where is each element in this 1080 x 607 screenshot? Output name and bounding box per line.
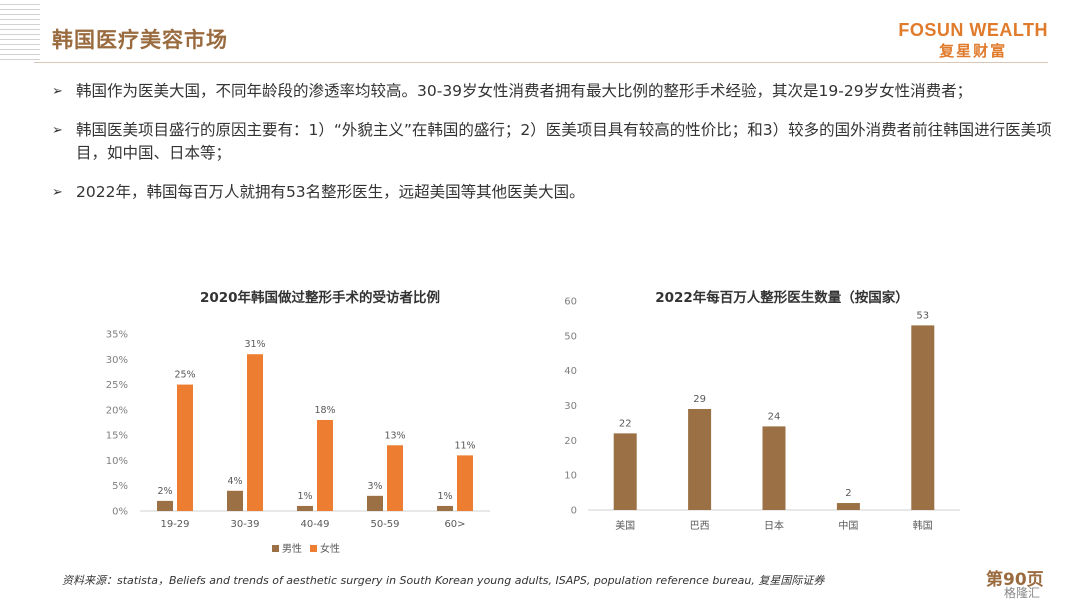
y-tick-label: 0 [571, 506, 577, 517]
y-tick-label: 10 [564, 471, 577, 482]
x-tick-label: 30-39 [230, 519, 259, 530]
bar [762, 426, 786, 510]
legend-swatch [310, 545, 317, 552]
bar [177, 384, 193, 511]
x-tick-label: 韩国 [913, 519, 933, 532]
bar [227, 490, 243, 511]
y-tick-label: 25% [106, 380, 128, 391]
bar [317, 419, 333, 511]
chart-title: 2020年韩国做过整形手术的受访者比例 [200, 289, 440, 306]
arrow-icon: ➢ [52, 123, 63, 138]
data-label: 13% [384, 430, 405, 441]
y-tick-label: 10% [106, 456, 128, 467]
respondent-ratio-chart: 2020年韩国做过整形手术的受访者比例 0% 5% 10% 15% 20% 25% 30% 35… [106, 289, 490, 555]
data-label: 31% [244, 339, 265, 350]
y-tick-label: 5% [112, 481, 128, 492]
bullet-list: ➢ 韩国作为医美大国，不同年龄段的渗透率均较高。30-39岁女性消费者拥有最大比… [52, 80, 1052, 220]
bar [911, 325, 935, 510]
data-label: 25% [174, 370, 195, 381]
data-label: 4% [227, 476, 242, 487]
x-tick-label: 中国 [838, 519, 858, 532]
data-label: 29 [693, 394, 706, 405]
x-tick-label: 日本 [764, 519, 784, 532]
data-label: 2 [845, 488, 851, 499]
data-label: 1% [437, 491, 452, 502]
brand-logo: FOSUN WEALTH 复星财富 [898, 20, 1048, 61]
bar [247, 354, 263, 511]
header-divider [34, 62, 1048, 63]
data-label: 24 [768, 411, 781, 422]
bullet-text: 2022年，韩国每百万人就拥有53名整形医生，远超美国等其他医美大国。 [76, 183, 585, 201]
logo-chinese: 复星财富 [939, 42, 1008, 60]
bullet-text: 韩国作为医美大国，不同年龄段的渗透率均较高。30-39岁女性消费者拥有最大比例的… [76, 82, 973, 100]
page-title: 韩国医疗美容市场 [52, 28, 228, 52]
x-tick-label: 50-59 [370, 519, 399, 530]
bar [367, 495, 383, 511]
y-tick-label: 20% [106, 405, 128, 416]
y-tick-label: 15% [106, 431, 128, 442]
bar [297, 505, 313, 511]
bar [457, 455, 473, 511]
y-tick-label: 20 [564, 436, 577, 447]
data-label: 3% [367, 481, 382, 492]
x-tick-label: 巴西 [690, 520, 710, 532]
bullet-item: ➢ 2022年，韩国每百万人就拥有53名整形医生，远超美国等其他医美大国。 [52, 181, 1052, 204]
y-tick-label: 0% [112, 507, 128, 518]
y-tick-label: 50 [564, 331, 577, 342]
legend-swatch [272, 545, 279, 552]
y-tick-label: 40 [564, 366, 577, 377]
arrow-icon: ➢ [52, 185, 63, 200]
bar [688, 408, 712, 510]
legend-label: 女性 [320, 542, 340, 555]
y-tick-label: 60 [564, 297, 577, 308]
data-label: 18% [314, 405, 335, 416]
page-number: 第90页 [986, 570, 1044, 590]
x-tick-label: 40-49 [300, 519, 329, 530]
chart-title: 2022年每百万人整形医生数量（按国家） [655, 289, 909, 306]
watermark: 格隆汇 [1004, 586, 1041, 600]
bullet-item: ➢ 韩国医美项目盛行的原因主要有：1）“外貌主义”在韩国的盛行；2）医美项目具有… [52, 119, 1052, 165]
data-label: 22 [619, 418, 632, 429]
bar [387, 445, 403, 511]
surgeons-per-million-chart: 2022年每百万人整形医生数量（按国家） 0 10 20 30 40 50 60 22 美国 29 巴… [564, 289, 960, 532]
bar [613, 433, 637, 510]
bar [437, 505, 453, 511]
decorative-stripes [0, 0, 40, 60]
x-tick-label: 美国 [615, 519, 635, 532]
logo-english: FOSUN WEALTH [898, 20, 1048, 40]
legend-label: 男性 [282, 542, 302, 555]
x-tick-label: 60> [444, 519, 465, 530]
data-label: 11% [454, 440, 475, 451]
y-tick-label: 30% [106, 355, 128, 366]
bullet-text: 韩国医美项目盛行的原因主要有：1）“外貌主义”在韩国的盛行；2）医美项目具有较高… [76, 121, 1052, 162]
data-label: 1% [297, 491, 312, 502]
y-tick-label: 30 [564, 401, 577, 412]
data-label: 53 [916, 310, 929, 321]
source-note: 资料来源：statista，Beliefs and trends of aest… [62, 574, 825, 587]
bullet-item: ➢ 韩国作为医美大国，不同年龄段的渗透率均较高。30-39岁女性消费者拥有最大比… [52, 80, 1052, 103]
arrow-icon: ➢ [52, 84, 63, 99]
y-tick-label: 35% [106, 330, 128, 341]
data-label: 2% [157, 486, 172, 497]
bar [836, 503, 860, 510]
bar [157, 500, 173, 511]
x-tick-label: 19-29 [160, 519, 189, 530]
